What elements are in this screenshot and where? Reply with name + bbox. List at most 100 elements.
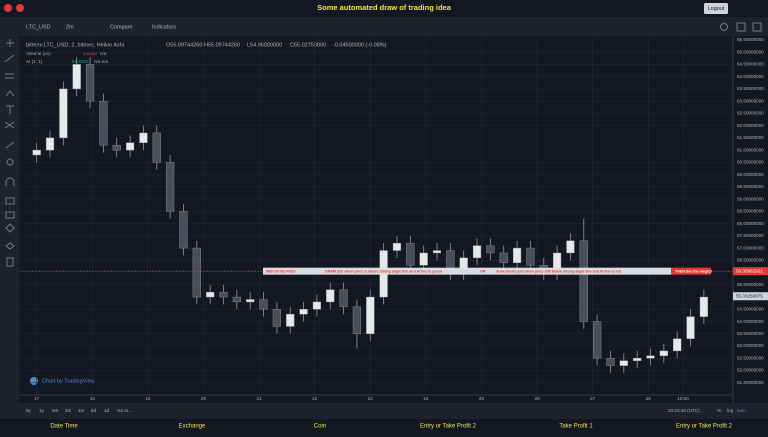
y-tick-label: 54.00000000	[737, 319, 764, 324]
y-tick-label: 52.50000000	[737, 355, 764, 360]
axis-option[interactable]: %	[717, 408, 721, 413]
sidebar	[0, 36, 19, 420]
x-tick-label: 27	[590, 396, 596, 401]
candle-body	[352, 306, 362, 334]
y-tick-label: 53.50000000	[737, 331, 764, 336]
range-button[interactable]: 1y	[39, 408, 45, 413]
y-tick-label: 56.50000000	[737, 258, 764, 263]
x-tick-label: 21	[257, 396, 263, 401]
x-tick-label: 15:00	[677, 396, 689, 401]
range-button[interactable]: 1d	[104, 408, 110, 413]
footer-label: Date Time	[50, 424, 78, 430]
lock-icon[interactable]	[5, 197, 15, 205]
magnet-icon[interactable]	[5, 177, 15, 186]
y-tick-label: 65.50000000	[737, 37, 764, 42]
ai-na: n/a n/a	[94, 59, 108, 64]
text-icon[interactable]	[6, 105, 14, 114]
candle-body	[112, 145, 121, 151]
y-tick-label: 63.50000000	[737, 86, 764, 91]
candle-body	[192, 247, 201, 298]
y-tick-label: 61.00000000	[737, 147, 764, 152]
zoom-icon[interactable]	[6, 158, 14, 166]
candle-body	[499, 252, 508, 263]
footer-label: Take Profit 1	[559, 424, 593, 430]
snapshot-icon[interactable]	[736, 22, 746, 32]
y-tick-label: 57.00000000	[737, 245, 764, 250]
annotation-text: draw shorts just when price still below …	[496, 269, 621, 273]
y-tick-label: 53.00000000	[737, 343, 764, 348]
lock-icon[interactable]	[5, 211, 15, 219]
clock: 20:23:46 (UTC)	[668, 408, 700, 413]
candle-body	[286, 313, 295, 327]
candle-body	[633, 358, 642, 361]
pattern-icon[interactable]	[4, 121, 15, 129]
candle-body	[219, 291, 228, 298]
legend-close: C55.02750000	[290, 42, 326, 48]
settings-icon[interactable]	[720, 23, 728, 31]
range-button[interactable]: Go to...	[117, 408, 132, 413]
layers-icon[interactable]	[5, 242, 15, 250]
logo	[16, 4, 24, 12]
page-title: Some automated draw of trading idea	[317, 3, 452, 12]
candle-body	[139, 132, 148, 143]
range-button[interactable]: 1m	[78, 408, 85, 413]
x-tick-label: 17	[34, 396, 40, 401]
candle-body	[246, 299, 255, 303]
measure-icon[interactable]	[5, 141, 15, 149]
crosshair-icon[interactable]	[6, 39, 14, 47]
axis-option[interactable]: auto	[737, 408, 746, 413]
ai-label: AI (1, 1)	[26, 59, 43, 64]
footer-label: Entry or Take Profit 2	[676, 424, 733, 430]
price-axis	[733, 36, 768, 403]
candle-body	[406, 242, 415, 266]
legend-change: -0.04500000 (-0.08%)	[333, 42, 387, 48]
interval[interactable]: 2m	[66, 24, 74, 30]
legend-low: L54.96000000	[247, 42, 282, 48]
legend-high: H55.09744260	[204, 42, 240, 48]
compare[interactable]: Compare	[110, 24, 133, 30]
y-tick-label: 51.50000000	[737, 380, 764, 385]
legend-open: O55.09744260	[166, 42, 202, 48]
range-button[interactable]: 5d	[91, 408, 97, 413]
y-tick-label: 62.00000000	[737, 123, 764, 128]
x-tick-label: 20	[201, 396, 207, 401]
y-tick-label: 59.50000000	[737, 184, 764, 189]
x-tick-label: 24	[423, 396, 429, 401]
indicators[interactable]: Indicators	[152, 24, 176, 30]
y-tick-label: 57.50000000	[737, 233, 764, 238]
eye-icon[interactable]	[5, 223, 15, 233]
price-label: 56.05682951	[736, 268, 763, 273]
ai-value: 54.6400	[72, 59, 89, 64]
fib-icon[interactable]	[5, 73, 14, 79]
price-label-box	[733, 292, 768, 301]
axis-option[interactable]: log	[727, 408, 734, 413]
range-button[interactable]: 5y	[26, 408, 32, 413]
range-button[interactable]: 6m	[52, 408, 59, 413]
x-tick-label: 18	[90, 396, 96, 401]
candle-body	[166, 162, 175, 212]
annotation-text: Wait till flip FNSX	[266, 269, 296, 273]
y-tick-label: 61.50000000	[737, 135, 764, 140]
toolbar	[0, 17, 768, 36]
sidebar-icons[interactable]	[4, 39, 15, 267]
candle-body	[339, 289, 348, 308]
candle-body	[526, 247, 535, 266]
symbol[interactable]: LTC_USD	[26, 24, 51, 30]
candle-body	[326, 289, 335, 303]
trash-icon[interactable]	[6, 257, 14, 267]
y-tick-label: 60.00000000	[737, 172, 764, 177]
trendline-icon[interactable]	[4, 54, 15, 63]
y-tick-label: 54.50000000	[737, 307, 764, 312]
y-tick-label: 52.00000000	[737, 368, 764, 373]
fullscreen-icon[interactable]	[752, 22, 762, 32]
logout-label[interactable]: Logout	[708, 6, 725, 12]
candle-body	[486, 245, 495, 254]
range-button[interactable]: 3m	[65, 408, 72, 413]
y-tick-label: 58.50000000	[737, 209, 764, 214]
brush-icon[interactable]	[5, 90, 15, 97]
candle-body	[472, 245, 482, 259]
logo	[4, 4, 12, 12]
logout-button[interactable]	[704, 3, 728, 14]
x-tick-label: 23	[368, 396, 374, 401]
